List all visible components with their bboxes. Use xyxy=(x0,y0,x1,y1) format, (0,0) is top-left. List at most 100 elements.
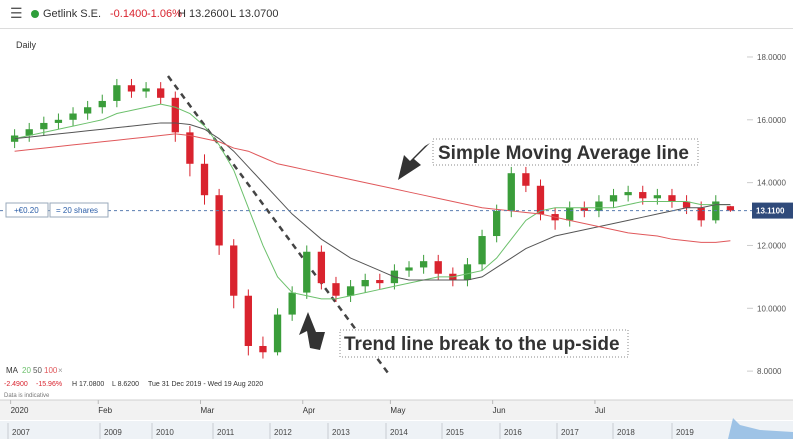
navigator-window[interactable] xyxy=(728,418,793,439)
x-tick-label: Mar xyxy=(201,406,215,415)
candle-body xyxy=(273,314,282,353)
annotation: Trend line break to the up-side xyxy=(344,334,620,355)
candle-body xyxy=(303,251,311,293)
candle-body xyxy=(609,195,618,202)
candle-body xyxy=(507,173,515,211)
y-tick-label: 16.0000 xyxy=(757,116,786,125)
candle-body xyxy=(142,88,150,92)
candle-body xyxy=(595,201,603,211)
candle-body xyxy=(215,195,223,246)
last-price-box xyxy=(752,202,793,219)
candle-body xyxy=(98,100,106,108)
navigator[interactable] xyxy=(0,421,793,439)
instrument-header: ☰ Getlink S.E. -0.1400 -1.06% H 13.2600 … xyxy=(0,0,793,29)
ma-label: MA xyxy=(6,366,19,375)
navigator-year: 2010 xyxy=(156,428,174,437)
trend-line xyxy=(166,75,390,374)
menu-icon[interactable]: ☰ xyxy=(10,5,23,21)
navigator-year: 2017 xyxy=(561,428,579,437)
navigator-year: 2007 xyxy=(12,428,30,437)
annotation-box xyxy=(432,138,699,166)
x-tick-label: May xyxy=(390,406,405,415)
candle-body xyxy=(639,192,647,199)
position-size-box[interactable] xyxy=(49,202,109,218)
y-tick-label: 18.0000 xyxy=(757,53,786,62)
moving-average xyxy=(14,133,731,243)
candle-body xyxy=(419,261,428,268)
position-pnl-box[interactable] xyxy=(5,202,49,218)
candle-body xyxy=(10,135,19,142)
candle-body xyxy=(697,207,705,221)
navigator-year: 2011 xyxy=(217,428,235,437)
navigator-year: 2013 xyxy=(332,428,350,437)
candle-body xyxy=(127,85,136,92)
candle-body xyxy=(186,132,194,164)
ma-close[interactable]: × xyxy=(58,366,63,375)
candle-body xyxy=(434,261,442,274)
navigator-year: 2014 xyxy=(390,428,408,437)
info-change-pct: -15.96% xyxy=(36,381,62,388)
candle-body xyxy=(682,201,691,208)
candle-body xyxy=(113,85,121,101)
candle-body xyxy=(405,267,413,271)
last-price-label: 13.1100 xyxy=(756,207,785,216)
change-pct: -1.06% xyxy=(147,8,182,20)
position-pnl[interactable]: +€0.20 xyxy=(14,206,39,215)
candle-body xyxy=(478,236,486,265)
info-low: L 8.6200 xyxy=(112,381,139,388)
x-tick-label: 2020 xyxy=(11,406,29,415)
candle-body xyxy=(668,195,676,202)
info-range: Tue 31 Dec 2019 - Wed 19 Aug 2020 xyxy=(148,381,263,388)
status-dot xyxy=(31,10,39,18)
candle-body xyxy=(259,345,267,353)
x-tick-label: Apr xyxy=(303,406,316,415)
candle-body xyxy=(580,207,588,211)
x-tick-label: Jul xyxy=(595,406,605,415)
y-tick-label: 8.0000 xyxy=(757,367,782,376)
candle-body xyxy=(200,163,209,196)
time-axis-band xyxy=(0,400,793,420)
change: -0.1400 xyxy=(110,8,148,20)
low: L 13.0700 xyxy=(230,8,279,20)
candle-body xyxy=(493,210,501,237)
candle-body xyxy=(69,113,77,120)
candle-body xyxy=(332,283,340,296)
candle-body xyxy=(536,185,545,215)
interval: Daily xyxy=(16,40,37,50)
info-change: -2.4900 xyxy=(4,381,28,388)
candle-body xyxy=(566,207,574,221)
x-tick-label: Feb xyxy=(98,406,112,415)
high: H 13.2600 xyxy=(178,8,229,20)
candle-body xyxy=(171,97,179,133)
candle-body xyxy=(83,107,92,114)
annotation-box xyxy=(339,329,629,358)
candle-body xyxy=(624,192,632,196)
candle-body xyxy=(726,206,735,211)
navigator-year: 2015 xyxy=(446,428,464,437)
annotation-arrow xyxy=(299,312,325,350)
navigator-year: 2016 xyxy=(504,428,522,437)
candle-body xyxy=(522,173,530,186)
moving-average xyxy=(14,103,731,300)
y-tick-label: 10.0000 xyxy=(757,304,786,313)
candle-body xyxy=(463,264,472,281)
info-note: Data is indicative xyxy=(4,393,50,399)
position-size[interactable]: = 20 shares xyxy=(56,206,98,215)
annotation-arrow xyxy=(398,143,430,180)
candle-body xyxy=(25,129,33,136)
legend-entry: 20 xyxy=(22,366,31,375)
candle-body xyxy=(346,286,355,296)
navigator-year: 2009 xyxy=(104,428,122,437)
candle-body xyxy=(157,88,165,98)
symbol[interactable]: Getlink S.E. xyxy=(43,8,102,20)
x-tick-label: Jun xyxy=(493,406,506,415)
navigator-year: 2018 xyxy=(617,428,635,437)
moving-average xyxy=(14,122,731,281)
navigator-year: 2019 xyxy=(676,428,694,437)
annotation: Simple Moving Average line xyxy=(438,143,689,164)
legend-entry: 50 xyxy=(33,366,42,375)
candle-body xyxy=(288,292,296,315)
candle-body xyxy=(230,245,238,296)
y-tick-label: 12.0000 xyxy=(757,241,786,250)
